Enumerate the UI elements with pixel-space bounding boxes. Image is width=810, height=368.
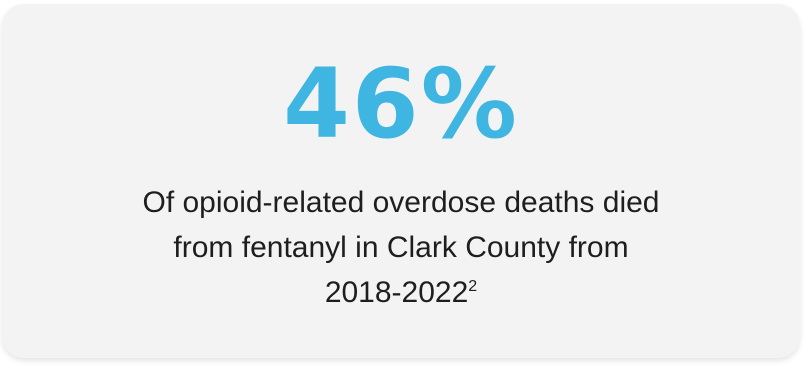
description-line-3: 2018-20222 [62, 270, 740, 315]
description-line-1: Of opioid-related overdose deaths died [142, 186, 660, 219]
description-line-3-text: 2018-2022 [324, 276, 469, 309]
footnote-reference: 2 [468, 278, 478, 295]
stat-value: 46% [283, 48, 519, 160]
stat-card: 46% Of opioid-related overdose deaths di… [2, 4, 800, 358]
description-line-2: from fentanyl in Clark County from [173, 231, 629, 264]
stat-description: Of opioid-related overdose deaths died f… [62, 180, 740, 315]
